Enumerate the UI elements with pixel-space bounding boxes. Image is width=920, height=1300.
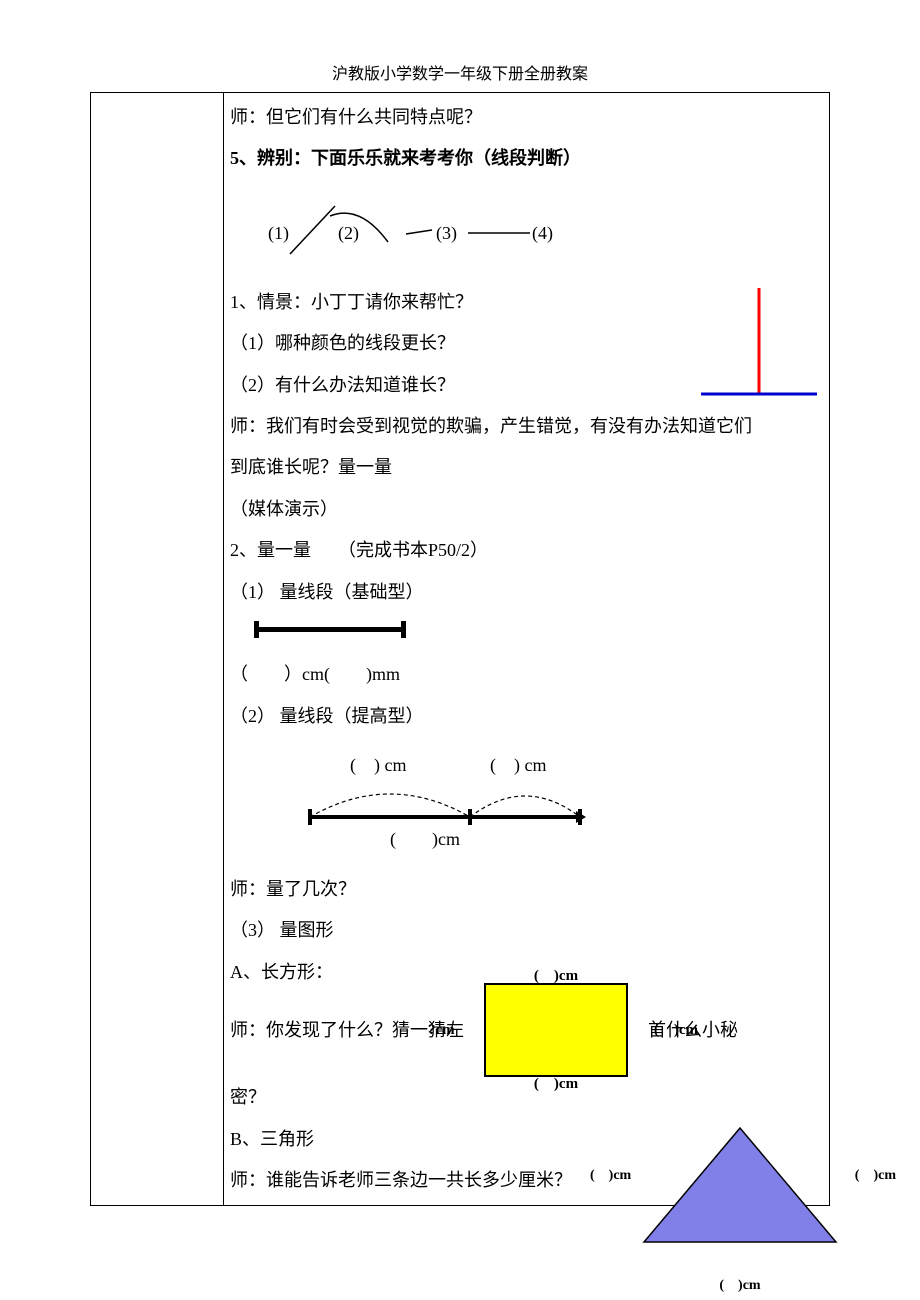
- measure-1: （1） 量线段（基础型）: [230, 572, 823, 613]
- scene1-q2: （2）有什么办法知道谁长？: [230, 365, 653, 406]
- line-1: [290, 206, 335, 254]
- rectangle-wrap: ( )cm ?cm ( )cm ( )cm: [484, 983, 628, 1077]
- arc-left: [310, 794, 470, 817]
- arc-right: [470, 796, 580, 817]
- teacher-text-2a: 师：我们有时会受到视觉的欺骗，产生错觉，有没有办法知道它们: [230, 406, 823, 447]
- teacher-question-1: 师：但它们有什么共同特点呢？: [230, 97, 823, 138]
- rect-title: A、长方形：: [230, 952, 340, 993]
- line-3: [406, 230, 432, 234]
- measure-title: 2、量一量 （完成书本P50/2）: [230, 530, 823, 571]
- teacher-text-3: 师：量了几次？: [230, 869, 823, 910]
- rect-top-label: ( )cm: [484, 959, 628, 994]
- advanced-segment: ( ) cm ( ) cm ( )cm: [290, 751, 823, 851]
- rect-bottom-label: ( )cm: [484, 1067, 628, 1102]
- tri-right-label: ( )cm: [855, 1164, 896, 1184]
- scene-row: 1、情景：小丁丁请你来帮忙？ （1）哪种颜色的线段更长？ （2）有什么办法知道谁…: [230, 282, 823, 406]
- t-lines-svg: [693, 284, 823, 404]
- yellow-rectangle: [484, 983, 628, 1077]
- tri-left-label: ( )cm: [590, 1164, 631, 1184]
- line-judge-svg: (1) (2) (3) (4): [230, 194, 570, 264]
- measure-3: （3） 量图形: [230, 910, 823, 951]
- label-2: (2): [338, 223, 359, 244]
- label-1: (1): [268, 223, 289, 244]
- tri-bottom-label: ( )cm: [630, 1274, 850, 1294]
- basic-segment: [230, 613, 823, 654]
- measure-2: （2） 量线段（提高型）: [230, 696, 823, 737]
- scene1-title: 1、情景：小丁丁请你来帮忙？: [230, 282, 653, 323]
- teacher-text-2b: 到底谁长呢？量一量: [230, 447, 823, 488]
- rect-right-label: ( )cm: [654, 1013, 698, 1048]
- adv-top-left: ( ) cm: [350, 755, 406, 776]
- lesson-table: 师：但它们有什么共同特点呢？ 5、辨别：下面乐乐就来考考你（线段判断） (1) …: [90, 92, 830, 1206]
- media-note: （媒体演示）: [230, 489, 823, 530]
- line-judge-diagram: (1) (2) (3) (4): [230, 194, 823, 264]
- label-3: (3): [436, 223, 457, 244]
- document-page: 沪教版小学数学一年级下册全册教案 师：但它们有什么共同特点呢？ 5、辨别：下面乐…: [0, 0, 920, 1246]
- measure-1-blank: （ ）cm( )mm: [230, 654, 823, 695]
- segment-bar: [258, 627, 402, 632]
- adv-bottom: ( )cm: [390, 829, 460, 850]
- scene-text: 1、情景：小丁丁请你来帮忙？ （1）哪种颜色的线段更长？ （2）有什么办法知道谁…: [230, 282, 653, 406]
- advanced-segment-svg: ( ) cm ( ) cm ( )cm: [290, 751, 610, 851]
- left-column: [91, 93, 224, 1206]
- segment-cap-right: [401, 621, 406, 638]
- t-lines-diagram: [693, 284, 823, 404]
- triangle-svg: [630, 1120, 850, 1250]
- rect-line-2: 师：你发现了什么？猜一猜左 ( )cm ?cm ( )cm ( )cm 首什么小…: [230, 983, 823, 1077]
- page-header: 沪教版小学数学一年级下册全册教案: [90, 60, 830, 84]
- blue-triangle: [644, 1128, 836, 1242]
- triangle-wrap: ( )cm ( )cm ( )cm: [630, 1120, 850, 1270]
- section-5-title: 5、辨别：下面乐乐就来考考你（线段判断）: [230, 138, 823, 179]
- label-4: (4): [532, 223, 553, 244]
- main-content-cell: 师：但它们有什么共同特点呢？ 5、辨别：下面乐乐就来考考你（线段判断） (1) …: [224, 93, 830, 1206]
- scene1-q1: （1）哪种颜色的线段更长？: [230, 323, 653, 364]
- adv-top-right: ( ) cm: [490, 755, 546, 776]
- basic-segment-shape: [250, 619, 410, 639]
- rect-left-label: ?cm: [428, 1013, 455, 1048]
